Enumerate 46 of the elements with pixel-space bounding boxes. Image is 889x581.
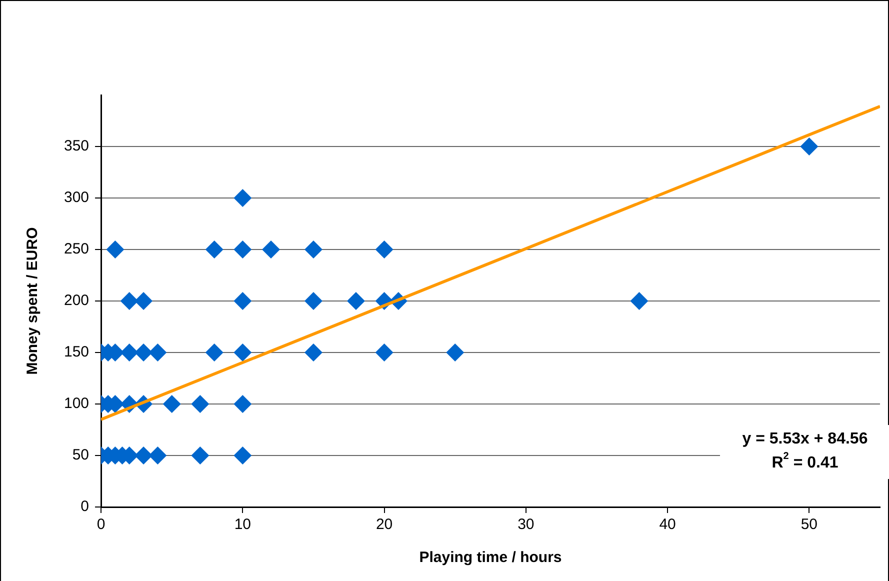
y-tick-label: 350: [64, 138, 90, 155]
point: [134, 344, 153, 362]
x-tick-label: 0: [96, 516, 106, 534]
point: [630, 292, 648, 310]
y-tick-label: 200: [64, 292, 90, 310]
point: [234, 344, 252, 362]
y-tick-label: 100: [64, 395, 90, 412]
point: [375, 240, 394, 258]
x-tick-label: 10: [234, 516, 251, 534]
x-tick-label: 20: [376, 516, 393, 534]
point: [375, 344, 394, 362]
point: [120, 292, 138, 310]
point: [191, 395, 210, 413]
point: [446, 344, 464, 362]
point: [800, 138, 818, 156]
x-tick-label: 30: [518, 516, 534, 534]
point: [262, 240, 280, 258]
y-tick-label: 0: [80, 498, 90, 516]
point: [191, 446, 210, 464]
point: [148, 344, 167, 362]
point: [205, 344, 224, 362]
point: [148, 446, 167, 464]
point: [304, 292, 322, 310]
point: [234, 446, 252, 464]
point: [304, 240, 322, 258]
x-tick-label: 40: [659, 516, 676, 534]
point: [134, 292, 153, 310]
x-axis-title: Playing time / hours: [419, 549, 562, 566]
x-tick-label: 50: [800, 516, 818, 534]
point: [234, 292, 252, 310]
y-tick-label: 50: [72, 446, 90, 464]
point: [234, 189, 252, 207]
y-tick-label: 150: [64, 344, 90, 361]
point: [106, 240, 124, 258]
point: [304, 344, 322, 362]
point: [346, 292, 365, 310]
y-tick-label: 250: [64, 240, 90, 258]
y-tick-label: 300: [64, 189, 90, 206]
annotation: y = 5.53x + 84.56: [742, 430, 868, 448]
point: [234, 395, 252, 413]
y-axis-title: Money spent / EURO: [24, 226, 42, 375]
point: [134, 446, 153, 464]
point: [162, 395, 181, 413]
point: [120, 344, 138, 362]
point: [205, 240, 224, 258]
point: [234, 240, 252, 258]
